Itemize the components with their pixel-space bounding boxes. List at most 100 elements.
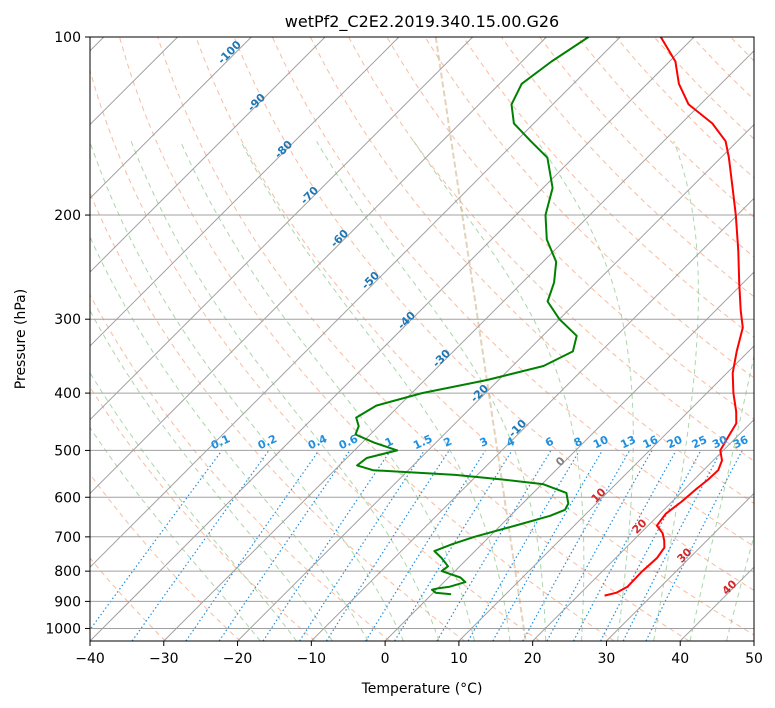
mixing-ratio-label: 8 [572,435,584,450]
isotherm-gridline [237,123,754,641]
sounding-series [354,37,744,597]
isotherm-gridline [90,37,695,641]
mixing-ratio-label: 0.2 [256,432,279,452]
isotherm-label: -90 [245,91,268,114]
reference-line-labels: 0.1 0.2 0.4 0.6 1 1.5 2 3 4 6 8 10 13 16 20 25 30 36-100-… [209,38,751,598]
mixing-ratio-line [394,450,513,641]
dry-adiabat-line [424,37,754,379]
dry-adiabat-line [769,37,775,641]
mixing-ratio-line [185,450,320,641]
isotherm-label: -100 [215,38,244,67]
mixing-ratio-line [572,450,677,641]
isotherm-label: 0 [553,454,568,469]
dry-adiabat-line [90,68,540,641]
dry-adiabat-line [577,37,754,218]
isotherm-label: 40 [720,577,740,597]
moist-adiabat-line [536,140,634,641]
mixing-ratio-label: 16 [641,433,661,451]
dry-adiabat-line [90,191,466,641]
dry-adiabat-line [348,37,754,462]
isotherm-gridline [90,37,621,568]
moist-adiabat-line [413,140,585,641]
isotherm-grid [90,37,754,641]
isotherm-label: 10 [589,485,609,505]
y-tick-label: 700 [54,530,81,546]
y-tick-label: 900 [54,594,81,610]
mixing-ratio-line [325,450,450,641]
plot-background [90,37,775,641]
moist-adiabat-line [130,141,440,641]
x-axis-title: Temperature (°C) [361,681,483,697]
isotherm-gridline [606,492,754,641]
dry-adiabat-line [90,473,241,641]
y-tick-label: 1000 [45,621,81,637]
moist-adiabat-line [653,141,699,641]
isotherm-gridline [310,197,754,641]
dry-adiabat-line [462,37,754,338]
mixing-ratio-line [218,450,351,641]
isotherm-gridline [532,418,754,641]
dewpoint-profile-line [354,37,590,596]
mixing-ratio-label: 36 [731,433,751,451]
isotherm-gridline [753,640,754,641]
x-tick-label: 20 [524,651,542,667]
isotherm-gridline [90,37,474,421]
moist-adiabat-line [90,371,297,641]
dry-adiabat-line [195,37,754,636]
isotherm-label: -80 [272,138,295,161]
x-tick-label: −40 [75,651,105,667]
mixing-ratio-label: 10 [591,433,611,451]
x-tick-label: 10 [450,651,468,667]
dry-adiabat-line [691,37,754,101]
mixing-ratio-label: 1 [383,435,395,450]
mixing-ratio-label: 20 [665,433,685,451]
y-tick-label: 600 [54,490,81,506]
isotherm-gridline [458,345,754,641]
dry-adiabat-line [386,37,754,420]
mixing-ratio-label: 30 [710,433,730,451]
temperature-profile-line [604,37,744,597]
ice-line [434,37,527,641]
dry-adiabat-line [157,37,690,641]
dry-adiabat-line [90,386,316,641]
isotherm-gridline [163,50,754,641]
isotherm-gridline [384,271,754,641]
isotherm-label: -50 [359,269,382,292]
isotherm-label: -70 [298,184,321,207]
isotherm-label: -60 [328,227,351,250]
y-tick-label: 200 [54,208,81,224]
dry-adiabat-line [90,293,391,641]
mixing-ratio-line [622,450,722,641]
mixing-ratio-line [522,450,631,641]
isotherm-label: 20 [630,516,650,536]
y-tick-label: 400 [54,386,81,402]
isotherm-gridline [679,566,754,641]
mixing-ratio-label: 0.4 [306,432,329,452]
dry-adiabat-line [309,37,754,504]
dry-adiabat-line [233,37,754,591]
mixing-ratio-label: 13 [619,433,638,451]
mixing-ratio-line [90,450,223,631]
isotherm-label: 30 [675,545,695,565]
dry-adiabat-line [90,557,166,641]
y-tick-label: 500 [54,443,81,459]
x-tick-label: −20 [223,651,253,667]
isotherm-label: -30 [430,347,453,370]
y-tick-label: 800 [54,564,81,580]
moist-adiabat-line [90,426,261,641]
x-tick-label: −10 [297,651,327,667]
mixing-ratio-line [299,450,425,641]
moist-adiabat-line [240,140,511,641]
mixing-ratio-label: 1.5 [411,432,434,452]
mixing-ratio-line [546,450,653,641]
isotherm-label: -40 [395,309,418,332]
dry-adiabat-line [730,37,754,62]
x-tick-label: 40 [671,651,689,667]
x-tick-label: 30 [598,651,616,667]
x-tick-label: 0 [381,651,390,667]
isotherm-gridline [90,37,326,273]
isotherm-gridline [90,37,547,495]
x-tick-label: 50 [745,651,763,667]
mixing-ratio-label: 0.1 [209,432,232,452]
axes: −40 −30 −20 −10 0 10 20 30 40 5010020030040050060… [45,30,763,667]
